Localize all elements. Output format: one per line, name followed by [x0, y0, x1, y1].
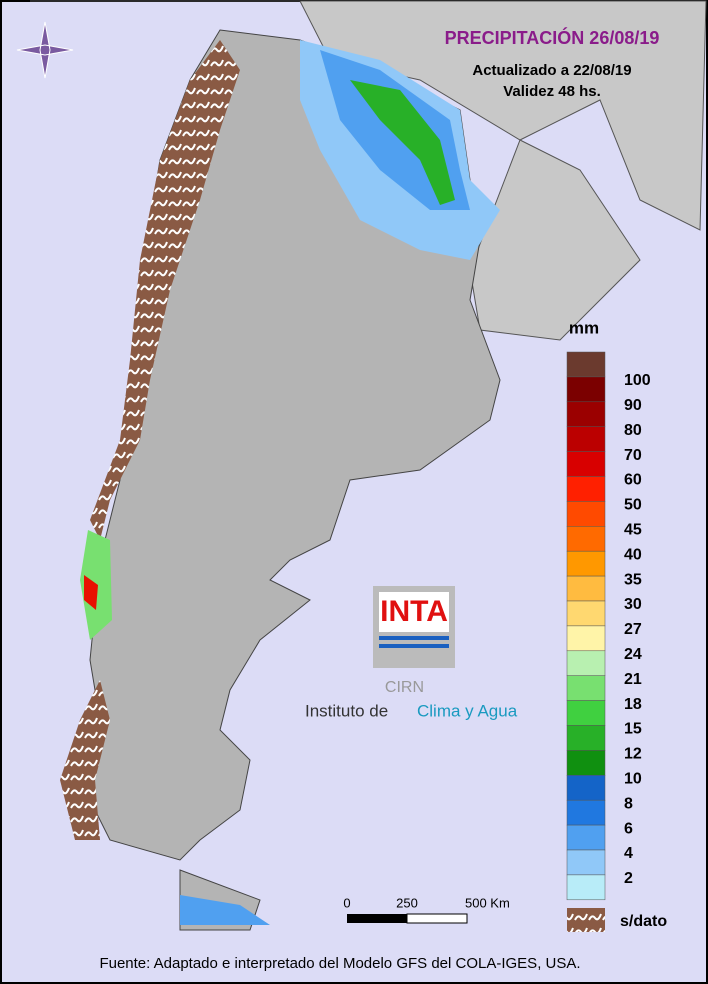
logo-name: Instituto de: [305, 701, 388, 720]
legend-label: 100: [624, 372, 651, 389]
legend-swatch: [566, 625, 606, 652]
logo-name: Clima y Agua: [417, 701, 518, 720]
logo-box: [379, 592, 449, 632]
precip-area: [350, 80, 455, 205]
legend-swatch: [566, 451, 606, 477]
legend-swatch: [566, 526, 606, 552]
subtitle: Validez 48 hs.: [503, 83, 601, 100]
precip-area: [180, 895, 270, 925]
legend-label: 40: [624, 546, 642, 563]
legend-swatch: [566, 550, 606, 577]
legend-swatch: [566, 476, 606, 502]
no-data-area: [60, 680, 110, 840]
legend-swatch: [566, 874, 606, 901]
legend-label: 27: [624, 621, 642, 638]
scale-bar: [406, 913, 468, 924]
legend-no-data-swatch: [567, 908, 605, 932]
scale-label: 500 Km: [465, 895, 510, 910]
legend-swatch: [566, 750, 606, 776]
legend-label: 15: [624, 721, 642, 738]
scale-bar: [347, 914, 407, 923]
logo-stripe: [379, 636, 449, 640]
legend-swatch: [566, 401, 606, 427]
scale-label: 250: [396, 895, 418, 910]
legend-swatch: [566, 849, 606, 876]
legend-label: 21: [624, 671, 642, 688]
footer: Fuente: Adaptado e interpretado del Mode…: [99, 955, 580, 972]
legend-swatch: [566, 675, 606, 701]
legend-swatch: [566, 426, 606, 452]
legend-label: 6: [624, 820, 633, 837]
legend-swatch: [566, 351, 606, 378]
scale-label: 0: [343, 895, 350, 910]
legend-label: 8: [624, 795, 633, 812]
legend-swatch: [566, 376, 606, 403]
compass: [16, 21, 74, 79]
legend-label: 10: [624, 771, 642, 788]
legend-swatch: [566, 575, 606, 602]
subtitle: Actualizado a 22/08/19: [472, 62, 631, 79]
no-data-area: [90, 40, 240, 540]
title: PRECIPITACIÓN 26/08/19: [445, 27, 660, 48]
legend-swatch: [566, 799, 606, 826]
legend-label: 4: [624, 845, 633, 862]
legend-swatch: [566, 775, 606, 801]
legend-swatch: [566, 650, 606, 676]
logo-brand: INTA: [380, 595, 448, 628]
logo-unit: CIRN: [385, 679, 424, 696]
legend-label: 50: [624, 497, 642, 514]
legend-no-data: s/dato: [620, 913, 667, 930]
legend-swatch: [566, 725, 606, 751]
legend-label: 70: [624, 447, 642, 464]
legend-label: 18: [624, 696, 642, 713]
legend-label: 90: [624, 397, 642, 414]
legend-label: 12: [624, 746, 642, 763]
legend-label: 35: [624, 571, 642, 588]
legend-label: 60: [624, 472, 642, 489]
legend-swatch: [566, 600, 606, 627]
legend-label: 80: [624, 422, 642, 439]
legend-swatch: [566, 824, 606, 851]
legend-unit: mm: [569, 318, 599, 337]
legend-label: 2: [624, 870, 633, 887]
logo-stripe: [379, 644, 449, 648]
legend-label: 45: [624, 522, 642, 539]
legend-swatch: [566, 501, 606, 527]
neighbor-land: [30, 0, 707, 231]
legend-swatch: [566, 700, 606, 726]
legend-label: 24: [624, 646, 642, 663]
legend-label: 30: [624, 596, 642, 613]
precip-area: [84, 575, 98, 610]
